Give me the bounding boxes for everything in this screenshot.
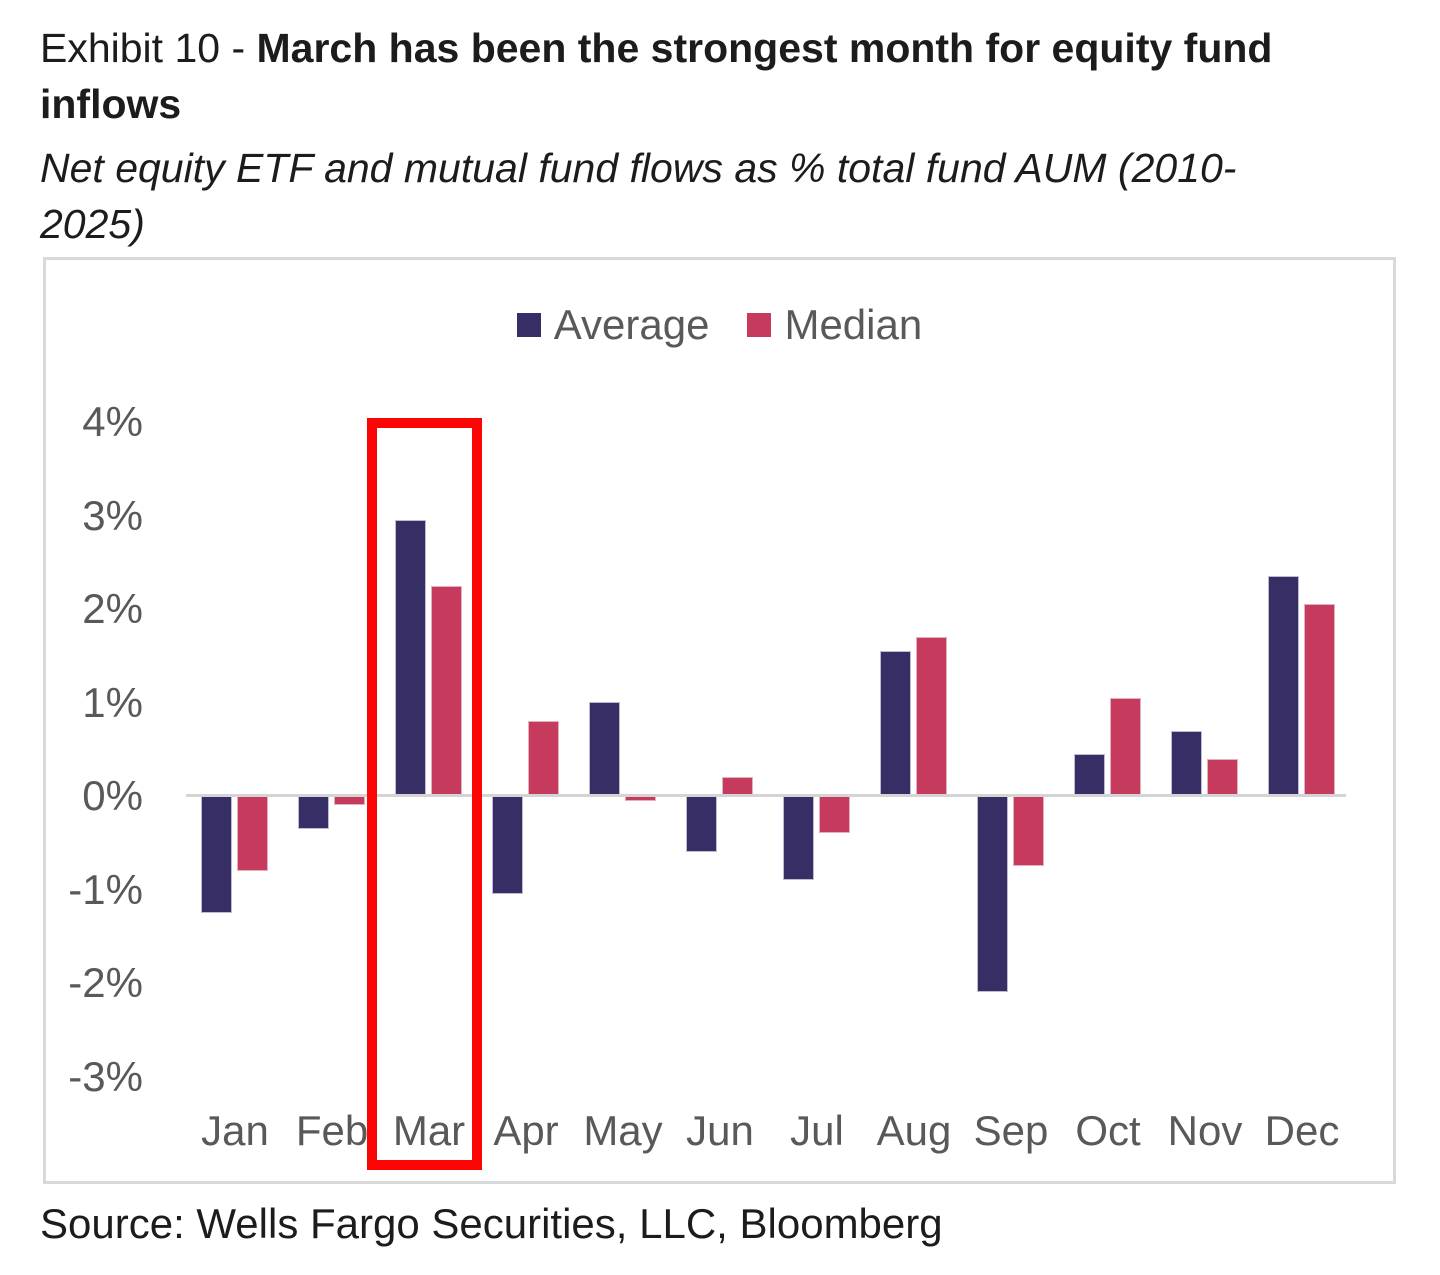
bar-average-jul [783, 796, 814, 880]
legend-item-average: Average [516, 301, 710, 348]
x-axis-label-jul: Jul [790, 1107, 844, 1154]
y-axis-tick--2%: -2% [68, 959, 143, 1006]
exhibit-title: Exhibit 10 - March has been the stronges… [40, 20, 1385, 132]
x-axis-label-apr: Apr [493, 1107, 559, 1154]
bar-average-mar [395, 520, 426, 796]
bar-average-jun [686, 796, 717, 852]
x-axis-label-oct: Oct [1075, 1107, 1141, 1154]
bar-median-dec [1304, 604, 1335, 796]
y-axis-tick--3%: -3% [68, 1052, 143, 1100]
bar-average-apr [492, 796, 523, 894]
legend-label: Median [784, 301, 923, 348]
bar-median-jul [819, 796, 850, 833]
x-axis-label-mar: Mar [392, 1107, 466, 1154]
chart-subtitle: Net equity ETF and mutual fund flows as … [40, 145, 1237, 248]
legend-swatch-median [747, 313, 772, 337]
x-axis-label-dec: Dec [1264, 1107, 1340, 1154]
x-axis-label-jan: Jan [201, 1107, 269, 1154]
bar-average-aug [880, 651, 911, 796]
source-note: Source: Wells Fargo Securities, LLC, Blo… [40, 1200, 943, 1247]
y-axis-tick-3%: 3% [82, 491, 143, 539]
y-axis-tick--1%: -1% [68, 865, 143, 913]
march-highlight-box [367, 418, 482, 1170]
zero-axis-line [186, 794, 1346, 797]
x-axis-label-jun: Jun [686, 1107, 754, 1154]
y-axis-tick-0%: 0% [82, 772, 143, 819]
bar-average-sep [977, 796, 1008, 992]
y-axis-tick-4%: 4% [82, 398, 143, 445]
bar-median-oct [1110, 698, 1141, 796]
chart-legend: Average Median [46, 304, 1393, 346]
legend-item-median: Median [747, 304, 922, 346]
exhibit-headline: March has been the strongest month for e… [40, 25, 1273, 128]
legend-label: Average [553, 301, 710, 348]
bar-average-jan [201, 796, 232, 913]
bar-average-feb [298, 796, 329, 829]
bar-median-jan [237, 796, 268, 871]
bar-median-mar [431, 586, 462, 796]
bar-median-sep [1013, 796, 1044, 866]
y-axis-tick-1%: 1% [82, 678, 143, 726]
legend-swatch-average [516, 313, 541, 337]
bar-median-feb [334, 796, 365, 805]
bar-average-nov [1171, 731, 1202, 796]
x-axis-label-may: May [583, 1107, 663, 1154]
x-axis-label-sep: Sep [973, 1107, 1049, 1154]
y-axis-tick-2%: 2% [82, 585, 143, 632]
bar-median-nov [1207, 759, 1238, 796]
x-axis-label-feb: Feb [295, 1107, 369, 1154]
x-axis-label-nov: Nov [1167, 1107, 1243, 1154]
bar-average-oct [1074, 754, 1105, 796]
bar-average-dec [1268, 576, 1299, 796]
bar-median-apr [528, 721, 559, 796]
bar-average-may [589, 702, 620, 796]
exhibit-number: Exhibit 10 - [40, 25, 257, 71]
chart-area: Average Median 4% 3% 2% 1% 0% -1% -2% -3% Jan Feb M… [43, 257, 1396, 1184]
bar-median-aug [916, 637, 947, 796]
x-axis-label-aug: Aug [876, 1107, 952, 1154]
